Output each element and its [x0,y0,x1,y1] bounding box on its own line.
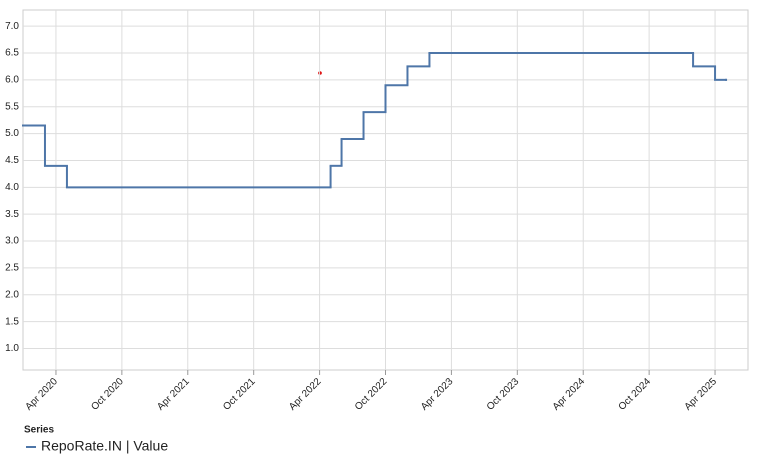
y-tick-label: 3.5 [5,209,19,220]
y-tick-label: 1.0 [5,343,19,354]
y-tick-label: 6.0 [5,74,19,85]
x-tick-label: Oct 2024 [617,376,654,413]
x-tick-label: Oct 2022 [353,376,390,413]
x-tick-label: Apr 2021 [155,376,192,413]
x-tick-label: Apr 2025 [683,376,720,413]
y-tick-label: 3.0 [5,236,19,247]
y-tick-label: 7.0 [5,21,19,32]
x-tick-label: Apr 2024 [551,376,588,413]
y-tick-label: 2.0 [5,289,19,300]
y-tick-label: 1.5 [5,316,19,327]
x-tick-label: Oct 2020 [89,376,126,413]
y-tick-label: 2.5 [5,263,19,274]
x-tick-label: Apr 2022 [287,376,324,413]
y-tick-label: 4.0 [5,182,19,193]
x-tick-label: Oct 2023 [485,376,522,413]
x-tick-label: Apr 2020 [23,376,60,413]
legend-title: Series [24,425,54,436]
y-tick-label: 4.5 [5,155,19,166]
y-tick-label: 6.5 [5,48,19,59]
y-tick-label: 5.5 [5,101,19,112]
y-tick-label: 5.0 [5,128,19,139]
x-tick-label: Apr 2023 [419,376,456,413]
legend-label: RepoRate.IN | Value [41,438,168,454]
x-tick-label: Oct 2021 [221,376,258,413]
